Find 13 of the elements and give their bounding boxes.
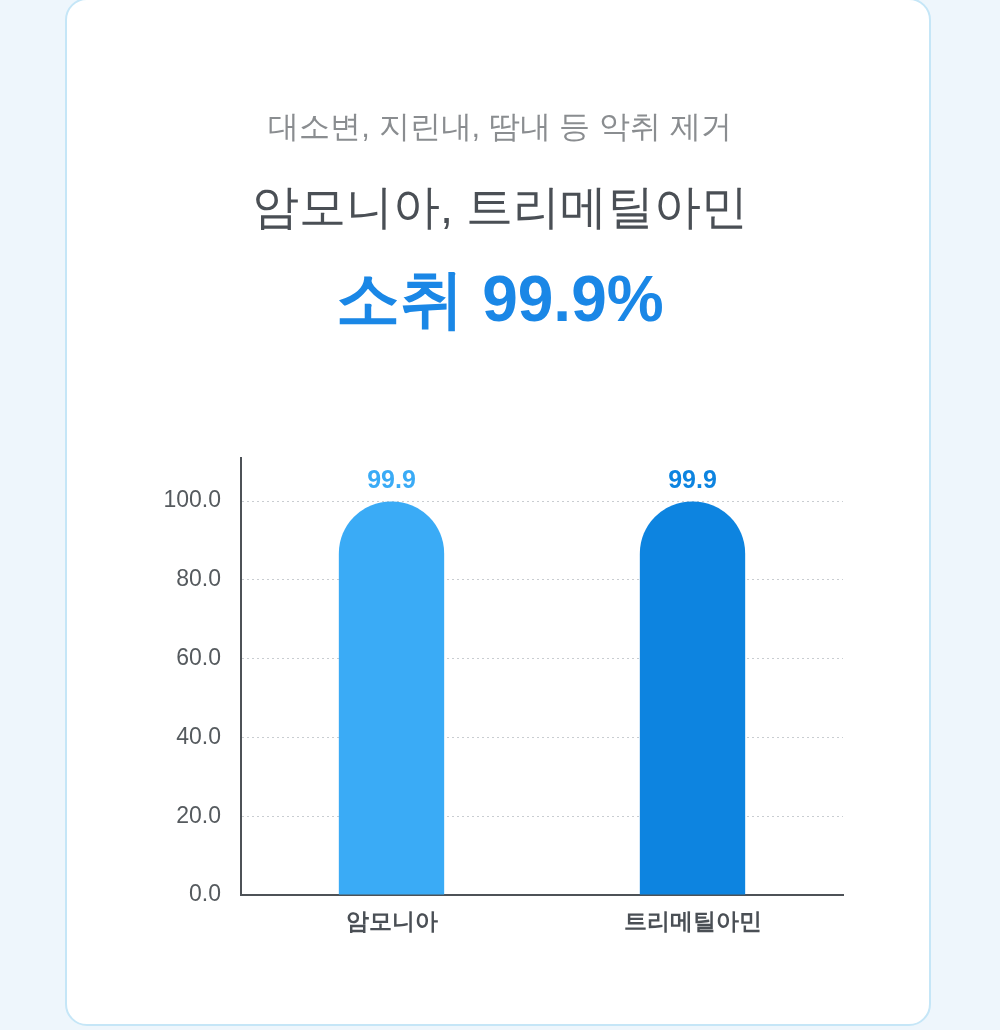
y-tick-label: 100.0 (163, 486, 221, 513)
y-tick-label: 0.0 (189, 880, 221, 907)
chart-title: 암모니아, 트리메틸아민 (250, 179, 750, 235)
x-tick-label: 암모니아 (345, 908, 438, 935)
y-tick-label: 80.0 (176, 565, 221, 592)
y-tick-label: 20.0 (176, 801, 221, 828)
data-label: 99.9 (668, 464, 717, 493)
chart-subtitle: 대소변, 지린내, 땀내 등 악취 제거 (267, 108, 733, 146)
text: 소취 99.9% (335, 262, 665, 337)
y-tick-label: 60.0 (176, 644, 221, 671)
y-tick-label: 40.0 (176, 722, 221, 749)
data-label: 99.9 (367, 464, 416, 493)
x-tick-label: 트리메틸아민 (623, 908, 762, 935)
